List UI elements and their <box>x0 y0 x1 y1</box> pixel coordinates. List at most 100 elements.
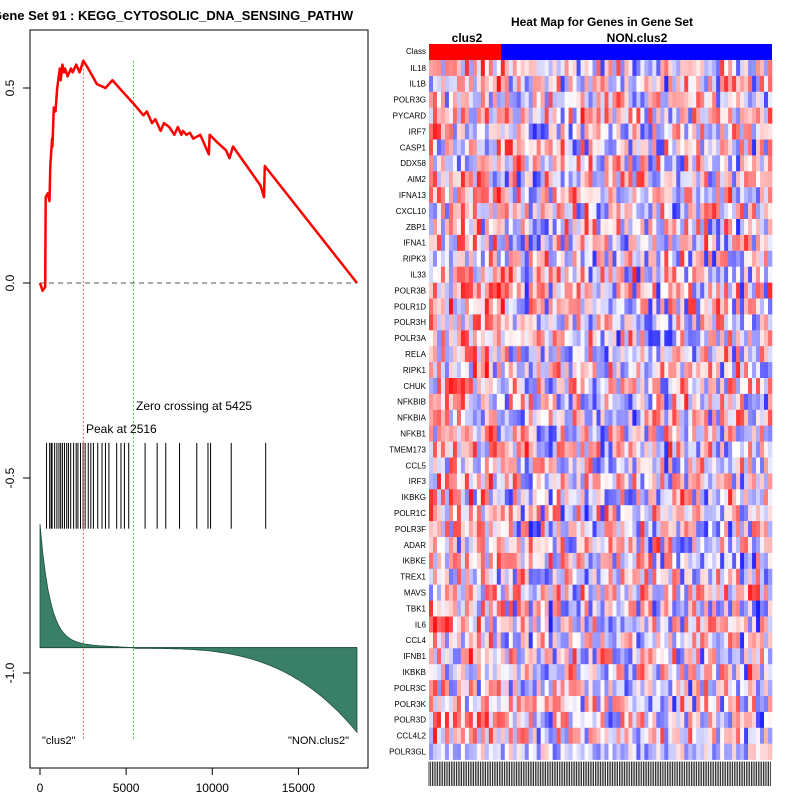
heatmap-cell <box>752 680 757 697</box>
heatmap-cell <box>516 696 522 713</box>
heatmap-cell <box>692 505 697 522</box>
heatmap-cell <box>616 155 621 172</box>
heatmap-cell <box>576 171 581 188</box>
heatmap-cell <box>636 219 641 236</box>
heatmap-cell <box>512 600 518 617</box>
heatmap-cell <box>444 743 450 760</box>
heatmap-cell <box>652 250 657 267</box>
heatmap-cell <box>760 696 765 713</box>
heatmap-cell <box>644 75 649 93</box>
heatmap-cell <box>464 139 470 156</box>
heatmap-cell <box>504 489 510 506</box>
heatmap-cell <box>640 378 645 395</box>
heatmap-cell <box>484 664 490 681</box>
heatmap-cell <box>440 171 446 188</box>
heatmap-cell <box>648 616 653 633</box>
heatmap-cell <box>612 457 617 474</box>
heatmap-cell <box>644 203 649 220</box>
heatmap-cell <box>692 600 697 617</box>
heatmap-cell <box>656 664 661 681</box>
gene-label: NFKBIA <box>397 414 427 423</box>
heatmap-cell <box>648 155 653 172</box>
heatmap-cell <box>684 552 689 570</box>
heatmap-cell <box>576 107 581 124</box>
heatmap-cell <box>544 123 549 140</box>
heatmap-cell <box>452 664 458 681</box>
heatmap-cell <box>640 441 645 458</box>
heatmap-cell <box>648 203 653 220</box>
heatmap-cell <box>484 75 490 93</box>
heatmap-cell <box>484 393 490 411</box>
heatmap-cell <box>524 425 530 442</box>
heatmap-cell <box>752 711 757 729</box>
heatmap-cell <box>572 330 577 347</box>
heatmap-cell <box>752 266 757 283</box>
heatmap-cell <box>540 711 545 729</box>
heatmap-cell <box>748 155 753 172</box>
heatmap-cell <box>520 155 526 172</box>
heatmap-cell <box>632 743 637 760</box>
heatmap-cell <box>744 457 749 474</box>
heatmap-cell <box>700 632 705 649</box>
heatmap-cell <box>672 537 677 554</box>
heatmap-cell <box>528 187 533 204</box>
heatmap-cell <box>596 537 601 554</box>
heatmap-cell <box>452 330 458 347</box>
heatmap-cell <box>688 473 693 490</box>
heatmap-cell <box>492 393 498 411</box>
heatmap-cell <box>460 107 466 124</box>
heatmap-cell <box>488 250 494 267</box>
heatmap-cell <box>756 139 761 156</box>
heatmap-cell <box>692 250 697 267</box>
heatmap-cell <box>616 743 621 760</box>
heatmap-cell <box>592 680 597 697</box>
heatmap-cell <box>576 711 581 729</box>
heatmap-cell <box>684 632 689 649</box>
heatmap-cell <box>468 489 474 506</box>
heatmap-cell <box>760 648 765 665</box>
heatmap-cell <box>752 568 757 585</box>
heatmap-cell <box>456 298 462 315</box>
heatmap-cell <box>536 711 541 729</box>
gene-label: PYCARD <box>393 112 427 121</box>
heatmap-cell <box>429 203 434 220</box>
heatmap-cell <box>488 362 494 379</box>
heatmap-cell <box>740 600 745 617</box>
heatmap-cell <box>520 139 526 156</box>
heatmap-cell <box>588 473 593 490</box>
heatmap-cell <box>748 457 753 474</box>
heatmap-cell <box>640 250 645 267</box>
heatmap-cell <box>612 330 617 347</box>
heatmap-cell <box>640 537 645 554</box>
heatmap-cell <box>692 187 697 204</box>
heatmap-cell <box>644 584 649 601</box>
heatmap-cell <box>720 330 725 347</box>
heatmap-cell <box>720 425 725 442</box>
heatmap-cell <box>520 330 526 347</box>
heatmap-cell <box>476 139 482 156</box>
heatmap-cell <box>564 568 569 585</box>
heatmap-cell <box>560 568 565 585</box>
heatmap-cell <box>640 696 645 713</box>
heatmap-cell <box>516 632 522 649</box>
heatmap-cell <box>429 457 434 474</box>
heatmap-cell <box>624 330 629 347</box>
heatmap-cell <box>492 91 498 108</box>
heatmap-cell <box>564 266 569 283</box>
heatmap-cell <box>560 441 565 458</box>
heatmap-cell <box>508 409 514 426</box>
heatmap-cell <box>688 123 693 140</box>
heatmap-cell <box>608 632 613 649</box>
heatmap-cell <box>660 219 665 236</box>
heatmap-cell <box>492 696 498 713</box>
heatmap-cell <box>496 346 502 363</box>
heatmap-cell <box>452 393 458 411</box>
heatmap-cell <box>704 60 709 77</box>
heatmap-cell <box>576 378 581 395</box>
heatmap-cell <box>540 203 545 220</box>
heatmap-cell <box>544 568 549 585</box>
heatmap-cell <box>608 473 613 490</box>
heatmap-cell <box>504 362 510 379</box>
heatmap-cell <box>748 139 753 156</box>
heatmap-cell <box>648 75 653 93</box>
